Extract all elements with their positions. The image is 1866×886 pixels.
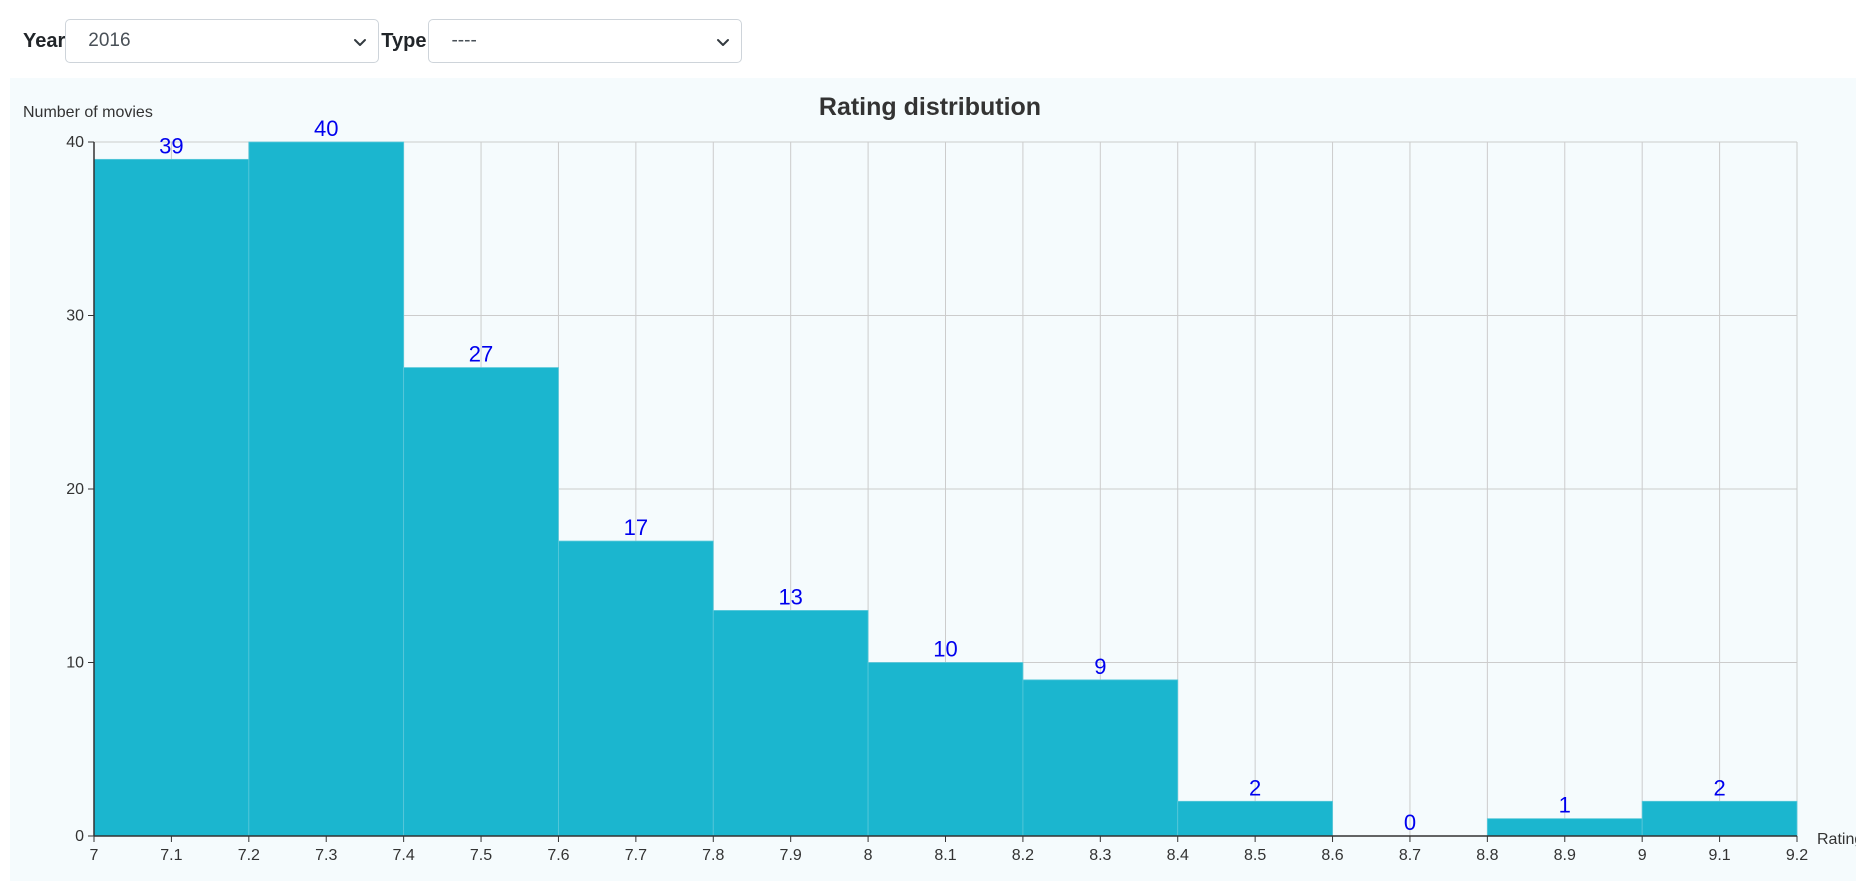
x-tick-label: 7.8 — [702, 847, 724, 864]
x-tick-label: 7.6 — [547, 847, 569, 864]
type-select[interactable]: ---- — [428, 19, 743, 63]
bar-value-label: 1 — [1559, 793, 1571, 818]
type-select-value: ---- — [451, 30, 477, 51]
histogram-bar[interactable] — [867, 662, 1024, 837]
chart-panel: Rating distribution Number of movies Rat… — [10, 78, 1863, 881]
year-select-value: 2016 — [88, 30, 131, 51]
x-tick-label: 9 — [1638, 847, 1647, 864]
histogram-bar[interactable] — [558, 540, 714, 837]
histogram-bar[interactable] — [93, 158, 250, 837]
x-tick-label: 8.1 — [934, 847, 956, 864]
rating-histogram: Rating distribution Number of movies Rat… — [23, 93, 1863, 864]
histogram-bar[interactable] — [712, 610, 869, 837]
bar-value-label: 13 — [778, 584, 802, 609]
chevron-down-icon — [354, 39, 367, 46]
bar-value-label: 39 — [159, 133, 183, 158]
x-tick-label: 8.4 — [1167, 847, 1189, 864]
x-tick-label: 9.1 — [1708, 847, 1730, 864]
x-tick-label: 7.7 — [625, 847, 647, 864]
x-tick-label: 7.1 — [160, 847, 182, 864]
x-tick-label: 8.7 — [1399, 847, 1421, 864]
histogram-bar[interactable] — [1177, 800, 1333, 837]
bar-value-label: 40 — [314, 116, 338, 141]
histogram-bar[interactable] — [1022, 679, 1179, 837]
x-tick-label: 9.2 — [1786, 847, 1808, 864]
x-tick-label: 8.3 — [1089, 847, 1111, 864]
bar-value-label: 2 — [1713, 775, 1725, 800]
x-tick-label: 8.6 — [1321, 847, 1343, 864]
x-tick-label: 8.8 — [1476, 847, 1498, 864]
y-tick-label: 30 — [66, 308, 84, 325]
x-tick-label: 7.2 — [238, 847, 260, 864]
x-tick-label: 7.9 — [780, 847, 802, 864]
y-tick-label: 0 — [75, 828, 84, 845]
x-tick-label: 8.2 — [1012, 847, 1034, 864]
x-tick-label: 8.9 — [1554, 847, 1576, 864]
year-label: Year — [23, 29, 66, 52]
year-select[interactable]: 2016 — [65, 19, 380, 63]
type-label: Type — [381, 29, 427, 52]
filter-bar: Year 2016 Type ---- — [23, 18, 743, 64]
bar-value-label: 10 — [933, 637, 957, 662]
histogram-bar[interactable] — [1486, 818, 1643, 837]
bar-value-label: 9 — [1094, 654, 1106, 679]
chart-title: Rating distribution — [819, 93, 1041, 121]
y-tick-label: 20 — [66, 481, 84, 498]
x-axis-label: Rating — [1817, 831, 1856, 848]
histogram-bar[interactable] — [403, 367, 559, 837]
y-axis-label: Number of movies — [23, 104, 153, 121]
bar-value-label: 17 — [624, 515, 648, 540]
bar-value-label: 2 — [1249, 775, 1261, 800]
x-tick-label: 7.4 — [393, 847, 415, 864]
histogram-bar[interactable] — [1641, 800, 1798, 837]
x-tick-label: 8.5 — [1244, 847, 1266, 864]
bar-value-label: 0 — [1404, 810, 1416, 835]
histogram-bar[interactable] — [248, 141, 405, 837]
x-tick-label: 8 — [864, 847, 873, 864]
y-tick-label: 40 — [66, 134, 84, 151]
y-tick-label: 10 — [66, 655, 84, 672]
x-tick-label: 7 — [90, 847, 99, 864]
x-tick-label: 7.5 — [470, 847, 492, 864]
x-tick-label: 7.3 — [315, 847, 337, 864]
chevron-down-icon — [717, 39, 730, 46]
bar-value-label: 27 — [469, 342, 493, 367]
